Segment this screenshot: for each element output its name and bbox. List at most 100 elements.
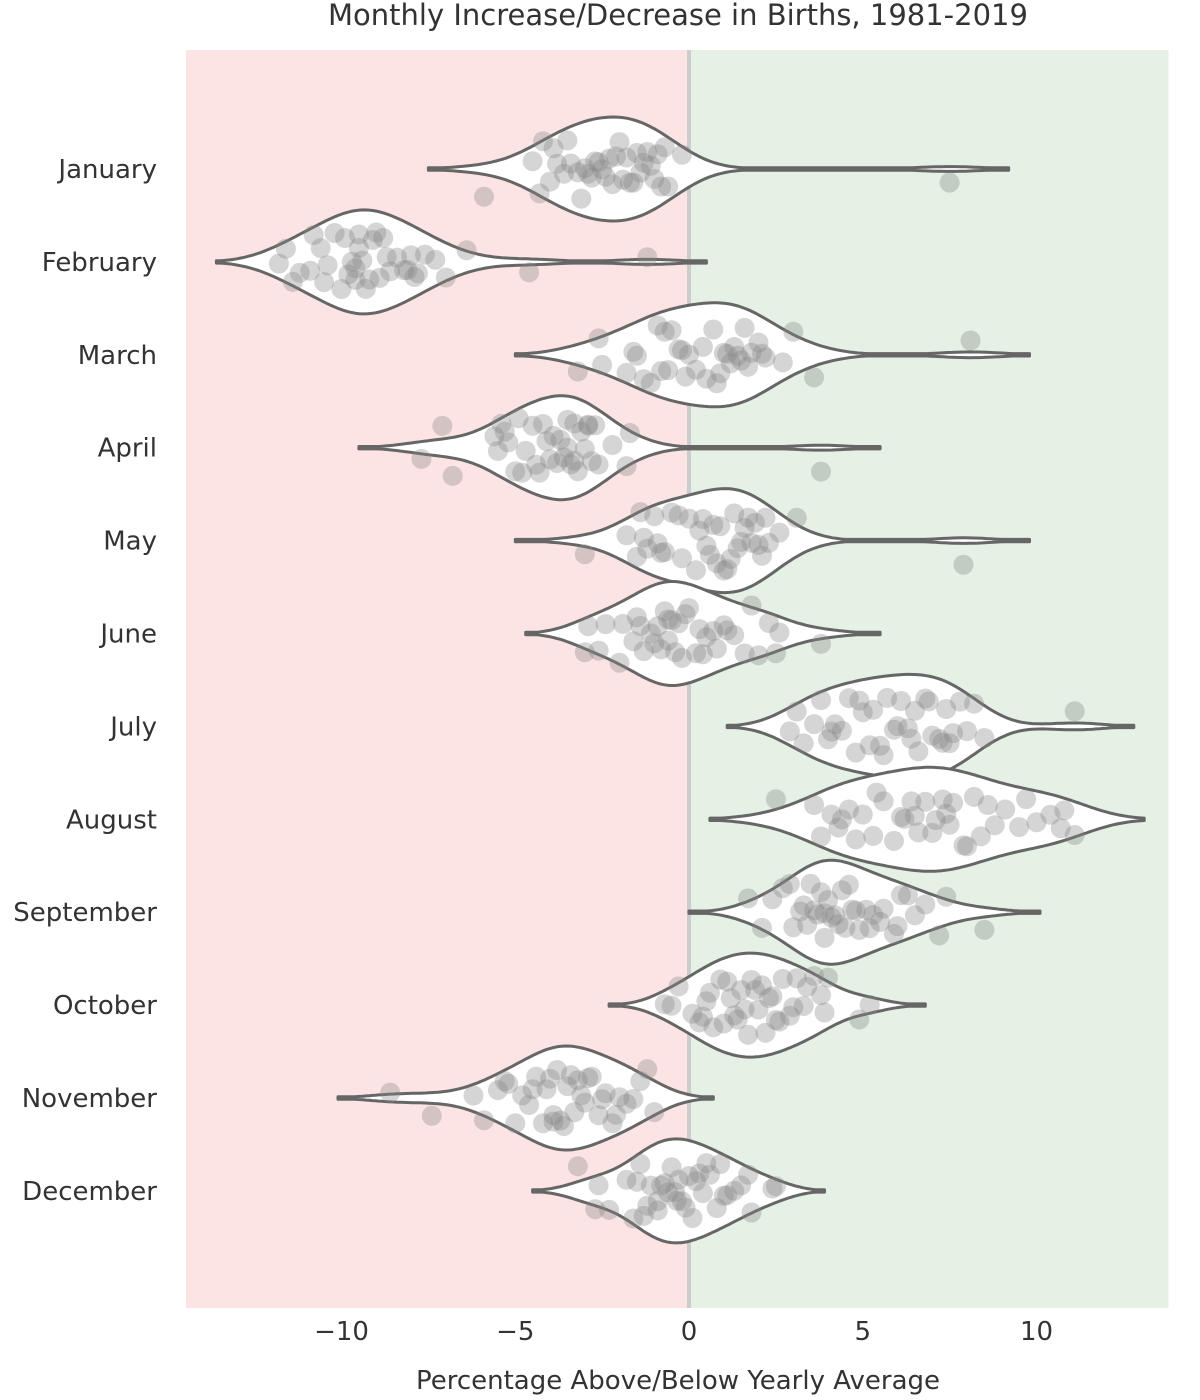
data-point xyxy=(540,449,560,470)
data-point xyxy=(647,315,668,336)
data-point xyxy=(995,799,1016,820)
data-point xyxy=(606,146,626,167)
data-point xyxy=(703,621,724,641)
data-point xyxy=(891,807,911,827)
data-point xyxy=(508,408,529,429)
data-point xyxy=(533,414,553,434)
data-point xyxy=(835,917,856,938)
data-point xyxy=(758,532,779,553)
data-point xyxy=(755,507,776,528)
data-point xyxy=(692,1183,713,1204)
data-point xyxy=(626,607,647,628)
data-point xyxy=(505,1113,526,1134)
data-point xyxy=(957,721,977,742)
data-point xyxy=(786,701,807,722)
data-point xyxy=(609,1087,630,1108)
data-point xyxy=(852,702,873,723)
x-tick-label: 0 xyxy=(681,1317,698,1347)
data-point xyxy=(543,425,564,446)
data-point xyxy=(366,222,387,243)
data-point xyxy=(640,1175,661,1196)
data-point xyxy=(672,144,692,165)
data-point xyxy=(734,999,755,1020)
data-point xyxy=(574,642,595,663)
data-point xyxy=(543,1111,564,1132)
data-point xyxy=(581,167,602,188)
data-point xyxy=(651,1175,672,1196)
data-point xyxy=(585,1199,606,1220)
data-point xyxy=(731,1175,752,1196)
data-point xyxy=(633,527,654,548)
data-point xyxy=(630,615,651,636)
data-point xyxy=(268,253,289,274)
data-point xyxy=(553,447,574,468)
data-point xyxy=(567,1156,588,1177)
data-point xyxy=(772,878,793,899)
data-point xyxy=(717,559,738,580)
data-point xyxy=(560,454,581,475)
data-point xyxy=(282,271,303,292)
data-point xyxy=(578,415,599,436)
data-point xyxy=(547,153,567,174)
data-point xyxy=(689,1163,710,1184)
data-point xyxy=(421,1105,442,1126)
data-point xyxy=(543,1105,564,1126)
data-point xyxy=(651,361,672,381)
data-point xyxy=(765,789,786,810)
data-point xyxy=(936,803,957,824)
data-point xyxy=(613,169,633,190)
data-point xyxy=(588,1175,609,1196)
violin-february xyxy=(214,208,708,316)
data-point xyxy=(724,1180,745,1201)
data-point xyxy=(474,186,494,207)
data-point xyxy=(338,264,359,285)
data-point xyxy=(783,997,804,1018)
data-point xyxy=(355,278,376,299)
data-point xyxy=(811,882,831,903)
data-point xyxy=(779,721,800,742)
x-tick-label: 5 xyxy=(854,1317,871,1347)
data-point xyxy=(964,693,984,714)
data-point xyxy=(713,342,734,363)
data-point xyxy=(658,1182,679,1203)
data-point xyxy=(536,1079,557,1100)
data-point xyxy=(696,1153,717,1174)
data-point xyxy=(706,373,727,394)
data-point xyxy=(626,546,647,567)
data-point xyxy=(703,1017,724,1038)
data-point xyxy=(637,142,658,162)
data-point xyxy=(745,512,765,533)
data-point xyxy=(887,916,908,937)
data-point xyxy=(720,988,741,1009)
data-point xyxy=(411,448,432,469)
data-point xyxy=(748,999,769,1020)
data-point xyxy=(745,979,765,1000)
data-point xyxy=(943,723,964,744)
data-point xyxy=(665,1182,686,1203)
data-point xyxy=(738,356,759,377)
data-point xyxy=(380,1082,401,1103)
data-point xyxy=(692,336,713,357)
data-point xyxy=(640,623,661,644)
data-point xyxy=(533,131,553,152)
data-point xyxy=(713,560,734,581)
data-point xyxy=(585,151,606,172)
data-point xyxy=(793,895,814,916)
data-point xyxy=(303,225,324,245)
data-point xyxy=(484,426,505,447)
data-point xyxy=(578,163,599,184)
data-point xyxy=(526,1066,547,1087)
data-point xyxy=(710,1154,731,1174)
data-point xyxy=(592,1089,613,1110)
data-point xyxy=(769,522,790,543)
data-point xyxy=(748,332,769,353)
data-point xyxy=(630,1153,651,1174)
violin-june xyxy=(524,580,882,687)
data-point xyxy=(755,1022,776,1043)
violin-october xyxy=(607,951,927,1059)
data-point xyxy=(800,873,821,894)
data-point xyxy=(1040,804,1061,825)
data-point xyxy=(654,137,675,158)
data-point xyxy=(567,162,588,183)
data-point xyxy=(741,970,762,990)
